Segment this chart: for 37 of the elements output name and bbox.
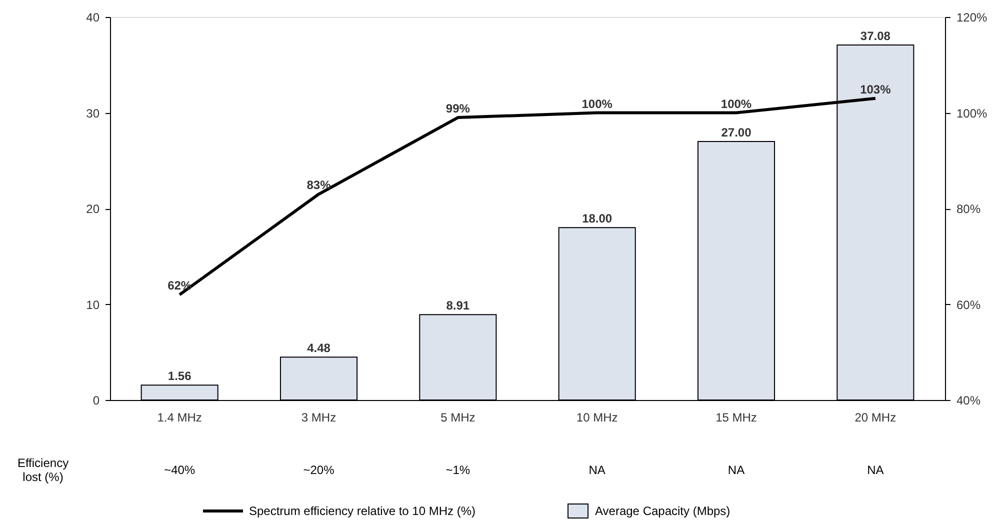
y2-tick-label: 60%: [956, 298, 981, 312]
data-label: 1.56: [168, 369, 192, 384]
x-tick-label: 15 MHz: [716, 410, 757, 424]
text: NA: [867, 463, 884, 477]
y-tick-label: 20: [86, 202, 100, 216]
data-label: 62%: [168, 278, 192, 293]
data-label: 18.00: [582, 212, 612, 226]
y2-tick-label: 80%: [956, 202, 981, 216]
data-label: 27.00: [721, 125, 752, 140]
y2-tick-label: 120%: [956, 10, 988, 24]
data-label: 103%: [860, 82, 892, 96]
data-label: 83%: [306, 178, 332, 192]
data-label: 100%: [720, 96, 752, 111]
legend-label: Spectrum efficiency relative to 10 MHz (%): [249, 504, 476, 518]
data-label: 99%: [446, 102, 470, 116]
y2-tick-label: 100%: [956, 106, 988, 120]
y-tick-label: 40: [86, 10, 100, 24]
text: ~20%: [303, 463, 335, 477]
legend-label: Average Capacity (Mbps): [595, 504, 730, 518]
x-tick-label: 20 MHz: [854, 410, 896, 424]
x-tick-label: 10 MHz: [576, 410, 618, 424]
y-tick-label: 30: [86, 106, 100, 120]
data-label: 37.08: [860, 28, 891, 43]
y-tick-label: 10: [86, 298, 100, 312]
y2-tick-label: 40%: [956, 394, 981, 408]
data-label: 100%: [582, 96, 613, 111]
x-tick-label: 3 MHz: [301, 410, 336, 424]
text: ~40%: [164, 463, 196, 477]
x-tick-label: 5 MHz: [440, 410, 476, 424]
text: NA: [728, 463, 745, 477]
y-tick-label: 0: [92, 394, 100, 408]
text: Efficiency lost (%): [17, 456, 69, 484]
data-label: 8.91: [446, 298, 470, 313]
text: ~1%: [446, 463, 470, 477]
text: NA: [588, 463, 606, 477]
data-label: 4.48: [307, 341, 331, 356]
x-tick-label: 1.4 MHz: [157, 410, 202, 424]
